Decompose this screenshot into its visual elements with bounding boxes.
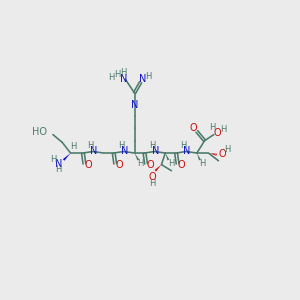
Text: H: H	[137, 159, 144, 168]
Text: H: H	[149, 141, 155, 150]
Text: O: O	[178, 160, 185, 170]
Polygon shape	[154, 165, 161, 172]
Text: H: H	[209, 123, 215, 132]
Text: N: N	[152, 146, 159, 157]
Text: H: H	[114, 70, 121, 79]
Text: N: N	[90, 146, 98, 157]
Text: N: N	[131, 100, 138, 110]
Text: H: H	[199, 159, 206, 168]
Text: O: O	[218, 149, 226, 159]
Text: H: H	[181, 141, 187, 150]
Text: H: H	[121, 68, 127, 77]
Text: N: N	[183, 146, 190, 157]
Text: O: O	[115, 160, 123, 170]
Polygon shape	[197, 153, 201, 160]
Text: H: H	[118, 141, 124, 150]
Text: O: O	[190, 123, 198, 134]
Text: N: N	[139, 74, 146, 84]
Polygon shape	[165, 153, 169, 160]
Text: O: O	[146, 160, 154, 170]
Text: H: H	[149, 178, 155, 188]
Text: O: O	[214, 128, 221, 138]
Text: N: N	[55, 159, 62, 169]
Text: O: O	[148, 172, 156, 182]
Text: H: H	[70, 142, 77, 152]
Polygon shape	[134, 153, 139, 160]
Text: N: N	[121, 146, 128, 157]
Text: H: H	[145, 71, 152, 80]
Text: H: H	[55, 166, 61, 175]
Text: H: H	[168, 158, 175, 167]
Text: H: H	[108, 73, 115, 82]
Polygon shape	[63, 153, 70, 161]
Text: H: H	[87, 141, 93, 150]
Text: O: O	[85, 160, 92, 170]
Text: N: N	[120, 74, 127, 84]
Text: HO: HO	[32, 127, 47, 137]
Text: H: H	[50, 155, 56, 164]
Text: H: H	[220, 125, 226, 134]
Text: H: H	[224, 146, 231, 154]
